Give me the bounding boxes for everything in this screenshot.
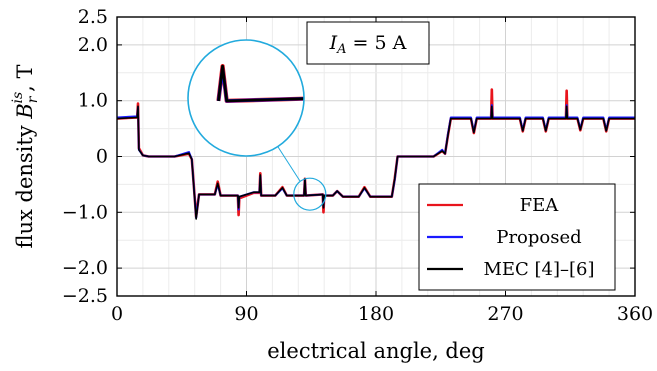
legend-label: MEC [4]–[6] <box>483 259 594 280</box>
y-tick-label: 2.0 <box>78 34 108 56</box>
series-line-mec-4-6 <box>117 105 635 220</box>
y-tick-label: 2.5 <box>78 6 108 28</box>
legend-label: Proposed <box>496 227 581 248</box>
zoom-connector <box>277 146 301 182</box>
x-axis-ticks: 0 90 180 270 360 <box>111 17 653 325</box>
annotation-symbol: I <box>329 32 338 54</box>
x-tick-label: 90 <box>234 303 258 325</box>
y-tick-label: −2.5 <box>62 285 108 307</box>
y-tick-label: 1.0 <box>78 90 108 112</box>
y-axis-label: flux density Bris, T <box>10 64 41 248</box>
zoom-inset-border <box>187 39 305 157</box>
y-axis-ticks: 2.5 2.0 1.0 0 −1.0 −2.0 −2.5 <box>62 6 635 307</box>
legend-label: FEA <box>520 195 560 216</box>
x-tick-label: 360 <box>617 303 653 325</box>
zoom-series-line <box>217 64 304 128</box>
y-axis-label-main: flux density <box>13 119 37 249</box>
y-axis-label-subscript: r <box>25 95 41 103</box>
y-axis-label-superscript: is <box>10 92 26 104</box>
y-tick-label: −1.0 <box>62 201 108 223</box>
y-axis-label-symbol: B <box>13 103 37 119</box>
x-tick-label: 270 <box>487 303 523 325</box>
zoom-source-circle <box>293 177 327 211</box>
legend: FEA Proposed MEC [4]–[6] <box>418 183 616 291</box>
y-tick-label: 0 <box>96 146 108 168</box>
series-lines <box>117 88 635 220</box>
svg-text:IA = 5 A: IA = 5 A <box>329 32 407 57</box>
current-annotation: IA = 5 A <box>306 21 430 65</box>
zoom-inset-lines <box>216 63 304 138</box>
x-axis-label: electrical angle, deg <box>267 339 485 363</box>
y-tick-label: −2.0 <box>62 257 108 279</box>
zoom-inset <box>187 39 327 211</box>
annotation-rest: = 5 A <box>347 32 407 54</box>
annotation-subscript: A <box>336 42 346 57</box>
x-tick-label: 0 <box>111 303 123 325</box>
x-tick-label: 180 <box>358 303 394 325</box>
zoom-inset-background <box>188 40 304 156</box>
y-axis-label-tail: , T <box>13 64 37 91</box>
